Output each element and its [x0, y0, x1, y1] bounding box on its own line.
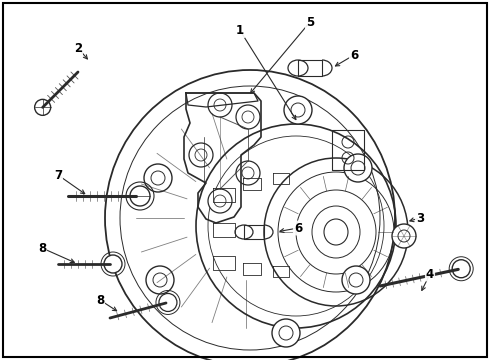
Text: 6: 6	[350, 49, 358, 62]
Text: 8: 8	[96, 293, 104, 306]
Text: 3: 3	[416, 212, 424, 225]
Text: 6: 6	[294, 221, 302, 234]
Circle shape	[236, 161, 260, 185]
Circle shape	[104, 255, 122, 273]
Text: 8: 8	[38, 242, 46, 255]
Circle shape	[159, 293, 177, 311]
Circle shape	[146, 266, 174, 294]
Circle shape	[236, 105, 260, 129]
Circle shape	[189, 143, 213, 167]
Circle shape	[208, 189, 232, 213]
Circle shape	[272, 319, 300, 347]
Circle shape	[35, 99, 50, 115]
Circle shape	[342, 266, 370, 294]
Circle shape	[452, 260, 470, 278]
Circle shape	[144, 164, 172, 192]
Text: 5: 5	[306, 15, 314, 28]
Circle shape	[130, 186, 150, 206]
Text: 7: 7	[54, 168, 62, 181]
Text: 1: 1	[236, 24, 244, 37]
Text: 2: 2	[74, 41, 82, 54]
Circle shape	[392, 224, 416, 248]
Text: 4: 4	[426, 267, 434, 280]
Circle shape	[344, 154, 372, 182]
Circle shape	[284, 96, 312, 124]
Circle shape	[208, 93, 232, 117]
